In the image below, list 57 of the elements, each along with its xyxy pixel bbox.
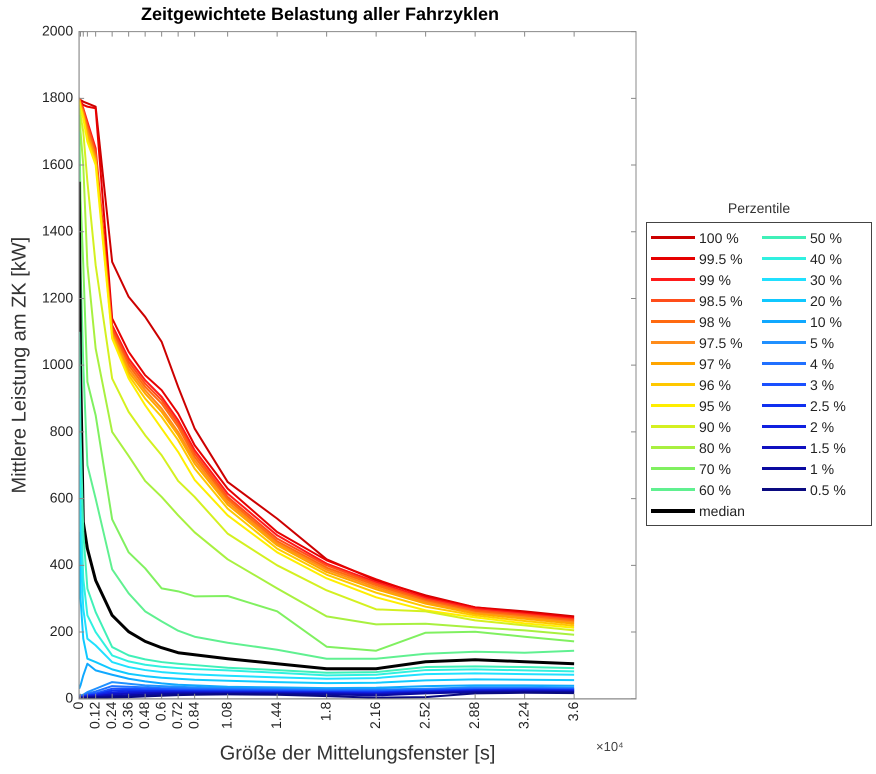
legend-label: 97.5 % (699, 334, 743, 350)
x-tick-label: 1.44 (268, 702, 284, 729)
text: ×10⁴ (596, 738, 624, 754)
x-tick-label: 0.6 (152, 702, 168, 722)
legend-label: 95 % (699, 398, 731, 414)
x-tick-label: 0.12 (86, 702, 103, 729)
legend-label: 30 % (810, 272, 842, 288)
legend-label: 40 % (810, 250, 842, 266)
legend-label: 97 % (699, 356, 731, 372)
legend-label: 98.5 % (699, 292, 743, 308)
legend-label: 4 % (810, 356, 834, 372)
x-tick-label: 0.48 (136, 702, 152, 729)
x-tick-label: 2.52 (416, 702, 432, 729)
y-tick-label: 400 (50, 556, 74, 572)
legend-label: 90 % (699, 418, 731, 434)
x-tick-label: 2.88 (466, 702, 482, 729)
y-tick-label: 600 (50, 489, 74, 506)
legend-label: 70 % (699, 460, 731, 476)
legend-label: 0.5 % (810, 482, 846, 498)
y-tick-label: 1000 (42, 356, 74, 372)
x-tick-label: 0.36 (120, 702, 136, 729)
y-tick-label: 1200 (42, 289, 74, 306)
y-tick-label: 1400 (42, 222, 74, 239)
legend-label: 2.5 % (810, 398, 846, 414)
x-tick-label: 0.24 (103, 702, 120, 729)
legend-label: 96 % (699, 376, 731, 392)
legend-label: 2 % (810, 418, 834, 434)
legend-label: 1 % (810, 460, 834, 476)
y-tick-label: 1600 (42, 156, 74, 172)
y-axis-title: Mittlere Leistung am ZK [kW] (8, 236, 31, 494)
legend-label: 100 % (699, 230, 739, 246)
legend-label: 99 % (699, 272, 731, 288)
legend-label: 99.5 % (699, 250, 743, 266)
legend-label: median (699, 502, 745, 518)
legend-title: Perzentile (726, 200, 792, 216)
legend-label: 3 % (810, 376, 834, 392)
legend-label: 10 % (810, 314, 842, 330)
legend-label: 20 % (810, 292, 842, 308)
x-tick-label: 1.08 (218, 702, 234, 729)
x-tick-label: 3.24 (515, 702, 532, 729)
x-axis-title: Größe der Mittelungsfenster [s] (220, 742, 496, 765)
y-tick-label: 2000 (42, 22, 74, 38)
legend-label: 5 % (810, 334, 834, 350)
x-tick-label: 0.72 (169, 702, 185, 729)
x-tick-label: 0.84 (186, 702, 202, 729)
x-tick-label: 3.6 (564, 702, 581, 722)
y-tick-label: 1800 (42, 89, 74, 106)
legend-label: 80 % (699, 440, 731, 456)
legend-label: 1.5 % (810, 440, 846, 456)
chart-title: Zeitgewichtete Belastung aller Fahrzyklen (140, 4, 500, 24)
legend-label: 50 % (810, 230, 842, 246)
y-tick-label: 200 (50, 622, 74, 639)
x-tick-label: 1.8 (317, 702, 334, 722)
x-tick-label: 2.16 (366, 702, 383, 729)
legend-label: 60 % (699, 482, 731, 498)
legend-label: 98 % (699, 314, 731, 330)
y-tick-label: 800 (50, 422, 74, 439)
